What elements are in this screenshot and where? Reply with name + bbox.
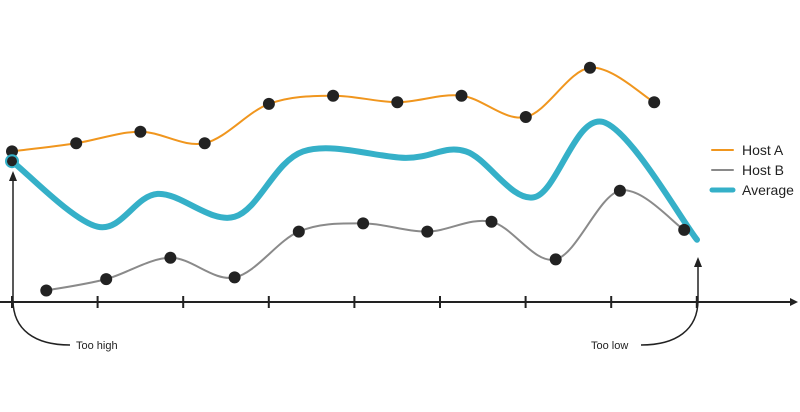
annotations: Too high Too low [9, 171, 702, 352]
data-point-host-a [262, 97, 275, 110]
data-point-host-b [164, 251, 177, 264]
data-point-host-a [6, 145, 18, 158]
legend-label-host-b: Host B [742, 162, 784, 178]
data-point-host-a [391, 96, 404, 109]
data-point-host-b [613, 184, 626, 197]
data-point-host-a [648, 96, 661, 109]
series-line-average [9, 118, 700, 243]
data-point-host-b [485, 215, 498, 228]
annotation-arrow-too-high [9, 171, 71, 346]
data-point-host-b [40, 284, 53, 297]
data-point-host-a [455, 89, 468, 102]
data-point-host-b [100, 273, 113, 286]
data-point-average [5, 154, 19, 169]
data-point-host-b [549, 253, 562, 266]
data-point-host-a [198, 137, 211, 150]
annotation-too-high: Too high [76, 340, 118, 352]
data-point-host-b [678, 223, 691, 236]
annotation-arrow-too-low [640, 257, 702, 346]
data-point-host-a [134, 125, 147, 138]
data-point-host-b [357, 217, 370, 230]
legend-label-host-a: Host A [742, 142, 784, 158]
data-point-host-a [584, 61, 596, 74]
data-point-host-a [327, 89, 340, 102]
series-line-host-b [45, 189, 686, 292]
data-point-host-b [421, 225, 434, 238]
x-axis [0, 296, 798, 308]
data-point-host-b [228, 271, 241, 284]
legend: Host A Host B Average [709, 142, 794, 198]
legend-label-average: Average [742, 182, 794, 198]
annotation-too-low: Too low [591, 340, 628, 352]
data-point-host-a [70, 137, 83, 150]
series-line-host-a [11, 66, 656, 153]
data-point-host-b [292, 225, 305, 238]
data-point-host-a [519, 111, 532, 123]
series-layer [5, 61, 700, 297]
